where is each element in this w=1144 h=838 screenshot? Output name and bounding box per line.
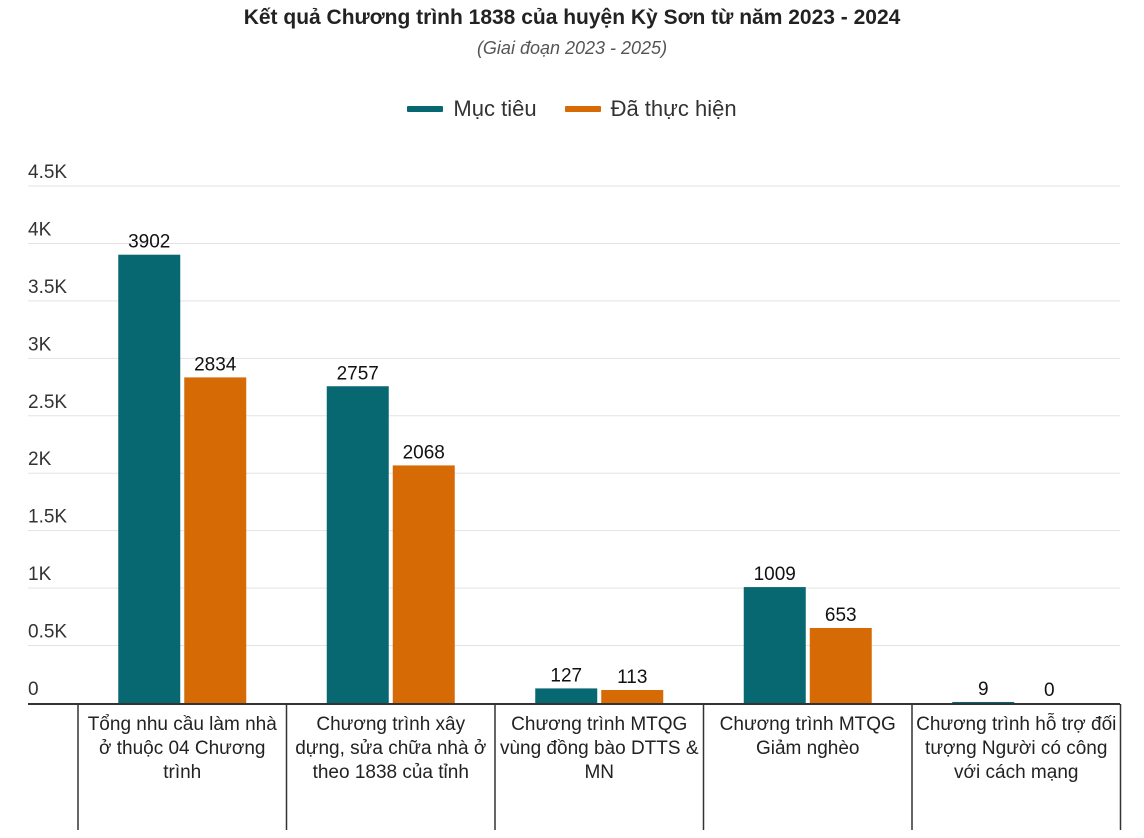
y-tick-label: 2.5K — [28, 392, 67, 413]
y-tick-label: 4.5K — [28, 162, 67, 183]
bar-target-2[interactable] — [535, 688, 598, 703]
legend: Mục tiêu Đã thực hiện — [0, 96, 1144, 122]
data-label: 0 — [1044, 680, 1055, 701]
data-label: 3902 — [128, 232, 170, 253]
y-tick-label: 1.5K — [28, 507, 67, 528]
y-tick-label: 0 — [28, 679, 39, 700]
legend-label-target: Mục tiêu — [453, 96, 537, 121]
chart-title: Kết quả Chương trình 1838 của huyện Kỳ S… — [243, 6, 901, 29]
bar-done-0[interactable] — [184, 377, 247, 703]
legend-label-done: Đã thực hiện — [610, 96, 737, 121]
legend-swatch-done — [564, 106, 601, 112]
chart-subtitle: (Giai đoạn 2023 - 2025) — [476, 38, 668, 58]
y-tick-label: 3K — [28, 334, 52, 355]
x-tick-label: Chương trình MTQG vùng đồng bào DTTS & M… — [499, 714, 699, 783]
data-label: 113 — [617, 667, 647, 688]
x-tick-label: Chương trình hỗ trợ đối tượng Người có c… — [916, 714, 1117, 783]
data-label: 127 — [550, 665, 582, 686]
y-tick-label: 0.5K — [28, 622, 67, 643]
legend-swatch-target — [407, 106, 444, 112]
data-label: 2757 — [337, 363, 379, 384]
legend-item-done[interactable]: Đã thực hiện — [564, 96, 737, 122]
bar-target-1[interactable] — [326, 386, 389, 703]
bar-done-2[interactable] — [601, 690, 664, 703]
data-label: 9 — [978, 679, 989, 700]
legend-item-target[interactable]: Mục tiêu — [407, 96, 537, 122]
x-tick-label: Chương trình MTQG Giảm nghèo — [719, 714, 896, 759]
y-tick-label: 2K — [28, 449, 52, 470]
bar-target-0[interactable] — [118, 254, 181, 703]
data-label: 1009 — [754, 564, 796, 585]
y-tick-label: 3.5K — [28, 277, 67, 298]
data-label: 2834 — [194, 354, 237, 375]
data-label: 653 — [825, 605, 857, 626]
y-tick-label: 1K — [28, 564, 52, 585]
bar-target-3[interactable] — [743, 587, 806, 703]
bar-done-3[interactable] — [809, 627, 872, 703]
bar-done-1[interactable] — [392, 465, 455, 703]
x-tick-label: Chương trình xây dựng, sửa chữa nhà ở th… — [295, 714, 487, 783]
x-tick-label: Tổng nhu cầu làm nhà ở thuộc 04 Chương t… — [87, 714, 277, 783]
y-tick-label: 4K — [28, 219, 52, 240]
bar-target-4[interactable] — [952, 701, 1015, 703]
data-label: 2068 — [403, 442, 445, 463]
